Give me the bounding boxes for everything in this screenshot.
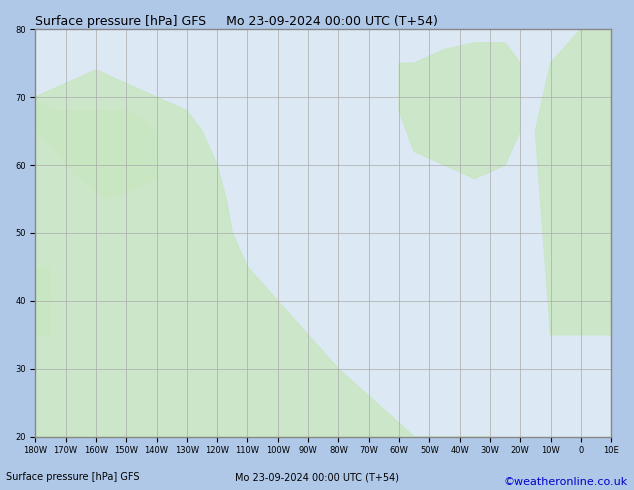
Polygon shape (399, 43, 521, 178)
Polygon shape (535, 29, 611, 335)
Polygon shape (36, 70, 490, 437)
Text: Surface pressure [hPa] GFS     Mo 23-09-2024 00:00 UTC (T+54): Surface pressure [hPa] GFS Mo 23-09-2024… (36, 15, 438, 28)
Polygon shape (36, 97, 157, 199)
Polygon shape (36, 267, 51, 335)
Text: ©weatheronline.co.uk: ©weatheronline.co.uk (503, 477, 628, 487)
Text: Mo 23-09-2024 00:00 UTC (T+54): Mo 23-09-2024 00:00 UTC (T+54) (235, 472, 399, 482)
Text: Surface pressure [hPa] GFS: Surface pressure [hPa] GFS (6, 472, 140, 482)
